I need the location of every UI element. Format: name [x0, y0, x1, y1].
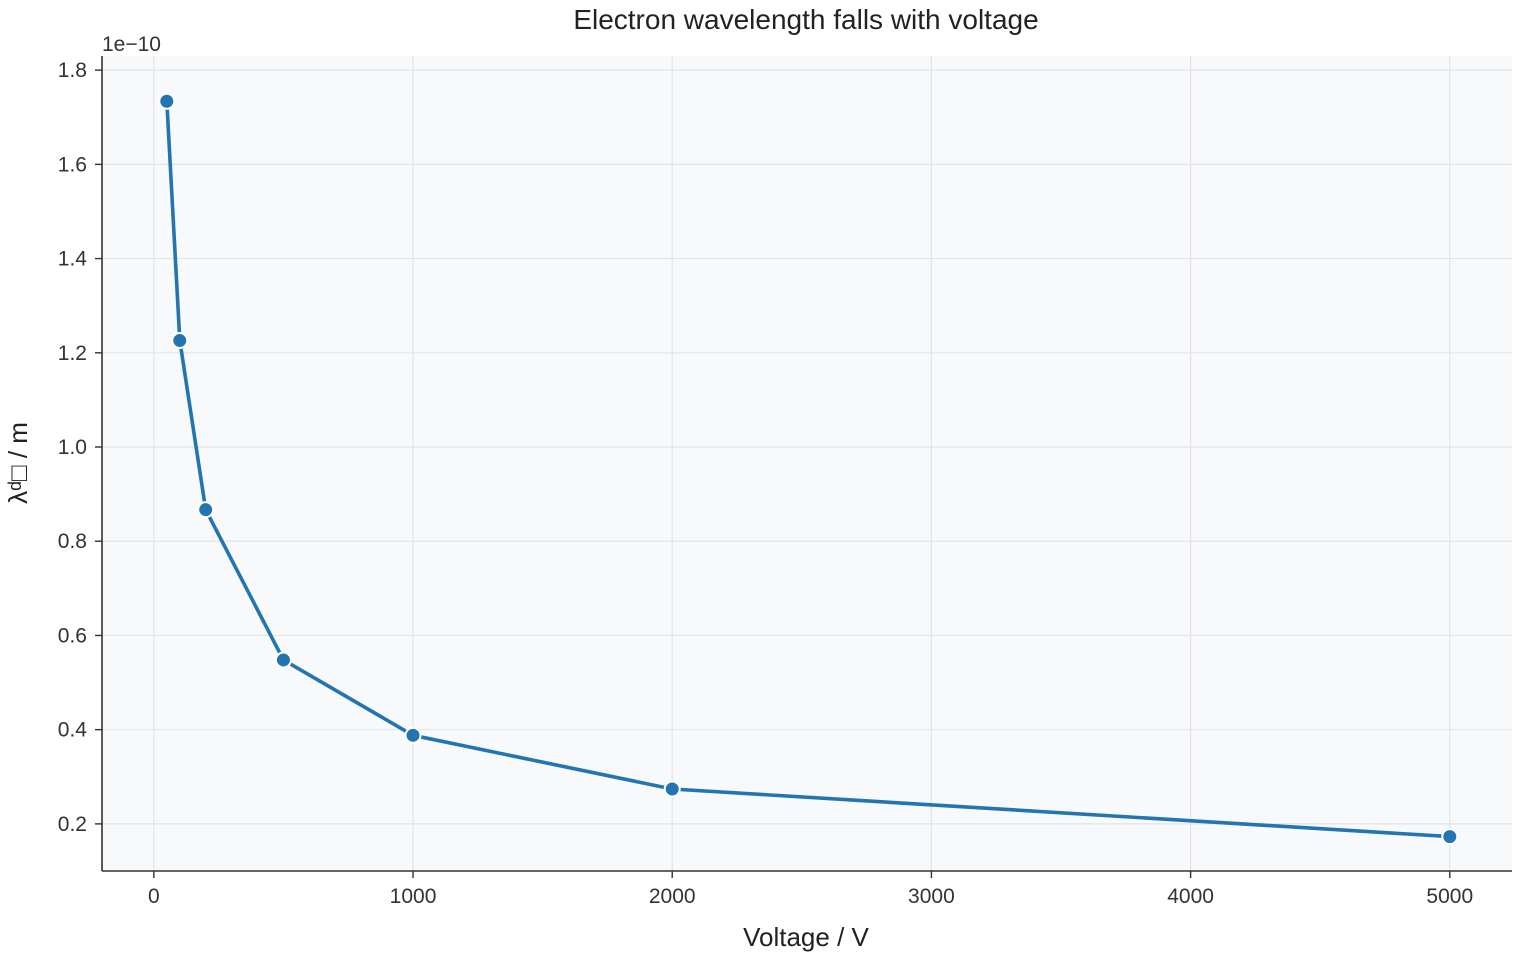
y-tick-label: 0.8 — [58, 530, 87, 553]
x-tick-label: 0 — [148, 885, 160, 908]
x-tick-label: 5000 — [1426, 885, 1473, 908]
x-tick-label: 2000 — [649, 885, 696, 908]
x-tick-label: 4000 — [1167, 885, 1214, 908]
y-axis-label: λᵈ□ / m — [3, 422, 33, 504]
x-tick-label: 1000 — [390, 885, 437, 908]
data-point — [1441, 828, 1459, 846]
data-point — [663, 780, 681, 798]
x-axis-label: Voltage / V — [743, 922, 869, 952]
y-axis-offset-label: 1e−10 — [102, 33, 161, 56]
x-tick-label: 3000 — [908, 885, 955, 908]
data-point — [404, 726, 422, 744]
y-tick-label: 1.4 — [58, 248, 88, 271]
data-point — [274, 651, 292, 669]
data-point — [158, 92, 176, 110]
y-tick-label: 1.6 — [58, 153, 87, 176]
plot-area: 0 1000 2000 3000 4000 5000 0.2 0.4 0.6 0.8 1.0 1.2 1… — [58, 56, 1512, 908]
plot-background — [102, 56, 1512, 871]
data-point — [171, 332, 189, 350]
y-tick-label: 1.2 — [58, 342, 87, 365]
y-tick-label: 1.0 — [58, 436, 87, 459]
y-tick-label: 0.6 — [58, 624, 87, 647]
chart-title: Electron wavelength falls with voltage — [573, 4, 1038, 35]
data-point — [197, 501, 215, 519]
y-tick-label: 1.8 — [58, 59, 87, 82]
y-tick-label: 0.4 — [58, 719, 88, 742]
y-tick-label: 0.2 — [58, 813, 87, 836]
